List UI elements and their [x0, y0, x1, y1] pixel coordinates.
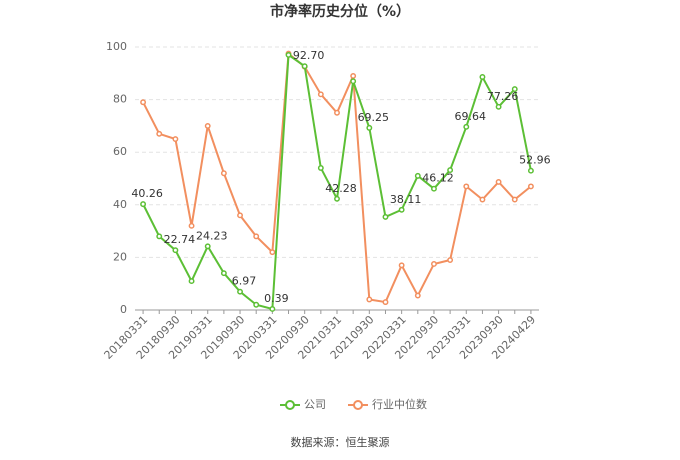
point — [447, 257, 454, 263]
point — [204, 243, 211, 250]
point — [253, 233, 260, 240]
point — [366, 296, 373, 303]
point — [269, 249, 276, 256]
legend-swatch — [353, 400, 363, 410]
point — [317, 91, 324, 98]
point — [188, 278, 195, 285]
point — [511, 86, 518, 93]
point — [414, 292, 421, 299]
legend-item: 行业中位数 — [348, 397, 427, 411]
point — [172, 136, 179, 143]
point — [431, 185, 437, 192]
point — [334, 109, 340, 116]
data-label: 38.11 — [390, 193, 422, 206]
point — [172, 247, 179, 254]
data-label: 22.74 — [164, 233, 196, 246]
legend-swatch — [285, 400, 295, 410]
point — [414, 172, 421, 179]
point — [382, 299, 389, 306]
data-label: 24.23 — [196, 229, 228, 242]
data-label: 6.97 — [232, 275, 257, 288]
data-label: 69.64 — [455, 110, 487, 123]
source-note: 数据来源：恒生聚源 — [291, 435, 390, 449]
point — [285, 51, 292, 58]
data-label: 42.28 — [325, 182, 357, 195]
point — [398, 262, 405, 269]
point — [237, 212, 243, 219]
point — [301, 63, 308, 70]
data-label: 46.12 — [422, 172, 454, 185]
point — [140, 201, 147, 208]
y-tick-label: 60 — [113, 145, 127, 158]
point — [188, 222, 195, 229]
point — [511, 196, 518, 203]
y-tick-label: 0 — [120, 303, 127, 316]
point — [431, 261, 437, 267]
point — [220, 270, 227, 277]
point — [156, 130, 163, 137]
point — [463, 123, 470, 130]
point — [204, 122, 211, 129]
y-tick-label: 80 — [113, 93, 127, 106]
y-tick-label: 40 — [113, 198, 127, 211]
chart-title: 市净率历史分位（%） — [270, 3, 410, 20]
point — [350, 72, 357, 79]
data-label: 52.96 — [519, 154, 551, 167]
point — [447, 167, 454, 174]
point — [366, 124, 373, 131]
data-label: 77.26 — [487, 90, 519, 103]
point — [463, 183, 470, 190]
point — [334, 195, 340, 202]
point — [398, 206, 405, 213]
point — [527, 183, 534, 190]
point — [156, 233, 163, 240]
point — [479, 74, 486, 80]
data-label: 92.70 — [293, 49, 325, 62]
legend-item: 公司 — [280, 398, 326, 411]
point — [479, 196, 486, 203]
legend-label: 公司 — [304, 398, 326, 411]
data-label: 69.25 — [358, 111, 390, 124]
data-label: 0.39 — [264, 292, 289, 305]
point — [382, 213, 389, 220]
y-tick-label: 20 — [113, 250, 127, 263]
legend-label: 行业中位数 — [372, 397, 427, 411]
point — [317, 165, 324, 171]
point — [140, 99, 147, 106]
point — [237, 288, 243, 295]
point — [220, 170, 227, 177]
point — [350, 78, 357, 85]
point — [253, 301, 260, 308]
point — [495, 103, 502, 110]
series-line — [142, 51, 532, 304]
point — [495, 178, 502, 185]
point — [527, 167, 534, 174]
data-label: 40.26 — [131, 187, 163, 200]
y-tick-label: 100 — [106, 40, 127, 53]
point — [269, 306, 276, 312]
